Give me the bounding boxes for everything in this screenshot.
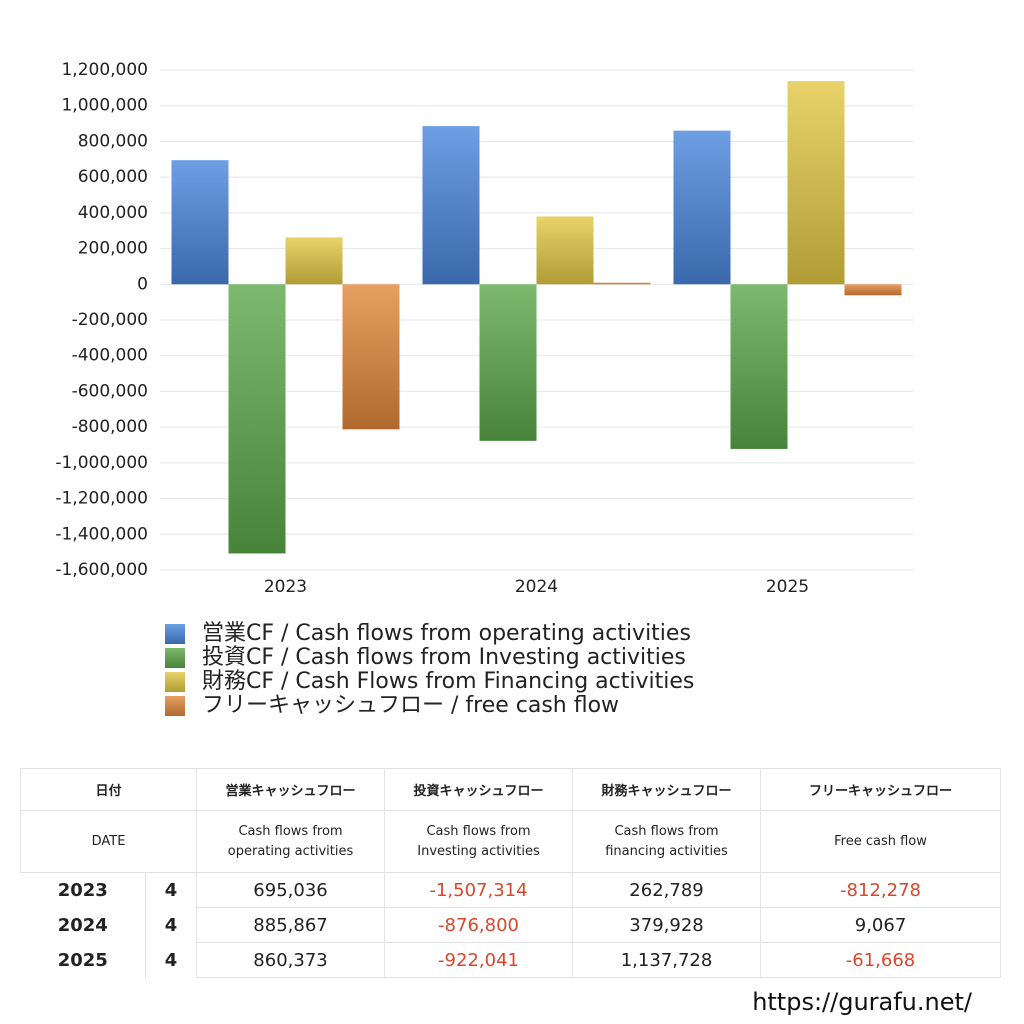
bar xyxy=(228,284,286,554)
y-tick-label: -600,000 xyxy=(72,381,148,401)
table-cell: Cash flows from operating activities xyxy=(196,810,386,873)
legend-label: 営業CF / Cash flows from operating activit… xyxy=(202,621,691,646)
bar xyxy=(285,237,343,285)
table-cell: 営業キャッシュフロー xyxy=(196,768,386,811)
bar xyxy=(787,81,845,285)
x-tick-label: 2024 xyxy=(515,577,558,597)
bar xyxy=(342,284,400,430)
table-row: 日付 営業キャッシュフロー 投資キャッシュフロー 財務キャッシュフロー フリーキャッシュ… xyxy=(19,768,1002,811)
y-tick-label: -200,000 xyxy=(72,310,148,330)
x-tick-label: 2023 xyxy=(264,577,307,597)
chart: -1,600,000 -1,400,000 -1,200,000 -1,000,000… xyxy=(55,60,913,718)
table-cell: -61,668 xyxy=(760,942,1002,978)
y-tick-label: 400,000 xyxy=(78,203,148,223)
bar xyxy=(171,160,229,285)
table-cell: フリーキャッシュフロー xyxy=(760,768,1002,811)
y-tick-label: -400,000 xyxy=(72,346,148,366)
table-cell: Free cash flow xyxy=(760,810,1002,873)
y-tick-label: 1,000,000 xyxy=(61,96,148,116)
y-tick-label: -1,200,000 xyxy=(55,489,148,509)
y-tick-label: 800,000 xyxy=(78,131,148,151)
table-cell: Cash flows from financing activities xyxy=(572,810,762,873)
legend-swatch xyxy=(165,648,185,668)
table-row: 2024 4 885,867 -876,800 379,928 9,067 xyxy=(20,907,1002,943)
bar xyxy=(673,130,731,285)
x-tick-label: 2025 xyxy=(766,577,809,597)
y-tick-label: -1,400,000 xyxy=(55,524,148,544)
legend-label: フリーキャッシュフロー / free cash flow xyxy=(202,693,619,718)
table-cell: 860,373 xyxy=(196,942,386,978)
y-tick-label: -1,600,000 xyxy=(55,560,148,580)
y-tick-label: 200,000 xyxy=(78,239,148,259)
site-url: https://gurafu.net/ xyxy=(752,988,972,1016)
bar xyxy=(844,284,902,296)
table-cell: 1,137,728 xyxy=(572,942,762,978)
table-row: 2023 4 695,036 -1,507,314 262,789 -812,278 xyxy=(20,872,1002,908)
table-cell: 日付 xyxy=(19,768,198,811)
y-tick-label: -1,000,000 xyxy=(55,453,148,473)
bar xyxy=(536,216,594,285)
table-row: 2025 4 860,373 -922,041 1,137,728 -61,668 xyxy=(20,942,1002,978)
table-cell: 4 xyxy=(145,942,198,978)
table-cell: 4 xyxy=(145,872,198,908)
table-cell: 379,928 xyxy=(572,907,762,943)
table-cell: 9,067 xyxy=(760,907,1002,943)
table-cell: 262,789 xyxy=(572,872,762,908)
y-tick-label: -800,000 xyxy=(72,417,148,437)
table-cell: 695,036 xyxy=(196,872,386,908)
legend-swatch xyxy=(165,672,185,692)
table-cell: -812,278 xyxy=(760,872,1002,908)
table-row: DATE Cash flows from operating activities… xyxy=(19,810,1002,873)
bar xyxy=(422,126,480,285)
bar xyxy=(730,284,788,449)
legend-swatch xyxy=(165,624,185,644)
legend-swatch xyxy=(165,696,185,716)
table-cell: 2025 xyxy=(20,942,146,978)
y-tick-label: 600,000 xyxy=(78,167,148,187)
bar xyxy=(479,284,537,441)
table-cell: -922,041 xyxy=(384,942,574,978)
table-cell: 885,867 xyxy=(196,907,386,943)
table-cell: 2023 xyxy=(20,872,146,908)
table-cell: 投資キャッシュフロー xyxy=(384,768,574,811)
legend-label: 投資CF / Cash flows from Investing activit… xyxy=(202,645,686,670)
data-table: 日付 営業キャッシュフロー 投資キャッシュフロー 財務キャッシュフロー フリーキャッシュ… xyxy=(19,768,1002,978)
table-cell: -1,507,314 xyxy=(384,872,574,908)
table-cell: Cash flows from Investing activities xyxy=(384,810,574,873)
bar xyxy=(593,282,651,285)
y-tick-label: 0 xyxy=(137,274,148,294)
table-cell: DATE xyxy=(19,810,198,873)
table-cell: -876,800 xyxy=(384,907,574,943)
table-cell: 2024 xyxy=(20,907,146,943)
table-cell: 財務キャッシュフロー xyxy=(572,768,762,811)
y-tick-label: 1,200,000 xyxy=(61,60,148,80)
legend-label: 財務CF / Cash Flows from Financing activit… xyxy=(202,669,694,694)
table-cell: 4 xyxy=(145,907,198,943)
